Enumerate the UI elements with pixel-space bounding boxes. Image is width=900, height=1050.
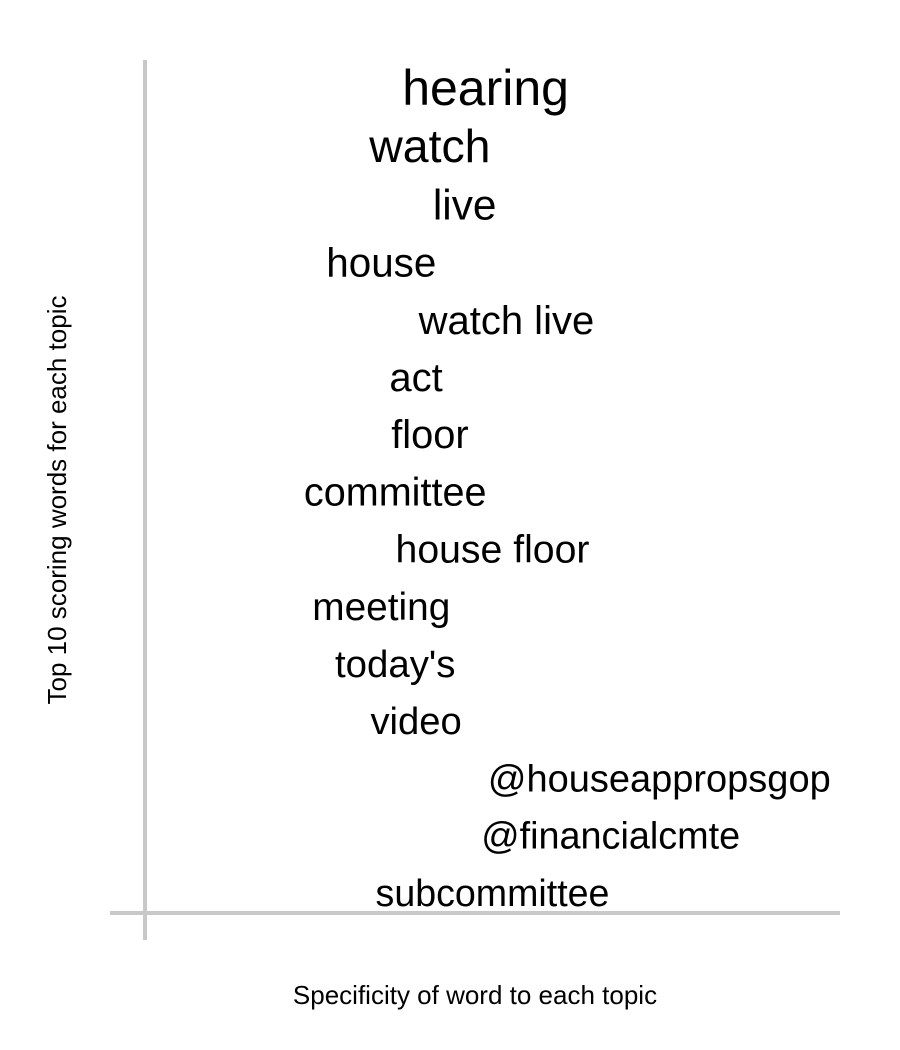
word-label: subcommittee	[376, 872, 610, 914]
word-label: floor	[391, 413, 468, 457]
word-label: committee	[304, 470, 487, 514]
word-label: house	[326, 240, 436, 286]
word-label: @houseappropsgop	[488, 758, 831, 800]
x-axis-title: Specificity of word to each topic	[293, 980, 657, 1010]
word-label: meeting	[312, 586, 450, 629]
word-label: @financialcmte	[481, 816, 740, 858]
word-label: watch live	[418, 299, 595, 343]
word-label: live	[433, 181, 497, 228]
word-label: today's	[335, 643, 455, 686]
word-label: house floor	[396, 529, 590, 572]
word-label: video	[370, 700, 461, 743]
word-label: watch	[368, 120, 490, 172]
word-label: hearing	[402, 60, 569, 116]
y-axis-title: Top 10 scoring words for each topic	[42, 296, 72, 705]
word-label: act	[389, 356, 442, 400]
